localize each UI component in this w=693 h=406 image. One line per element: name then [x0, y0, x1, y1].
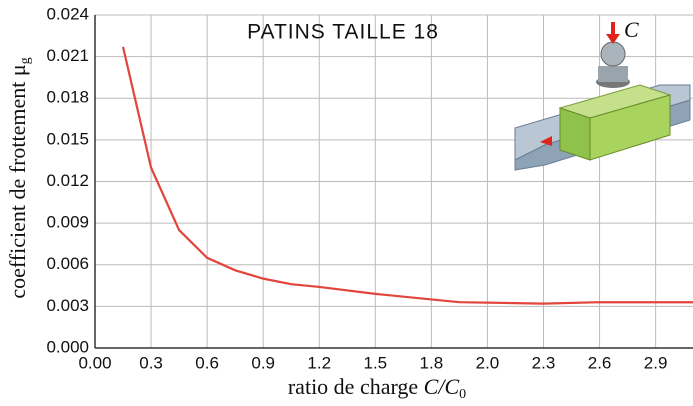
- x-axis-label-subscript: 0: [459, 387, 466, 402]
- y-tick-label: 0.006: [46, 254, 89, 273]
- y-axis-label-text: coefficient de frottement μ: [5, 64, 30, 298]
- y-axis-label-subscript: g: [18, 57, 33, 64]
- x-tick-label: 2.0: [476, 353, 500, 372]
- chart-title: PATINS TAILLE 18: [247, 21, 439, 44]
- x-axis-label: ratio de charge C/C0: [288, 374, 466, 402]
- y-tick-label: 0.024: [46, 4, 89, 23]
- illustration: C: [514, 17, 691, 171]
- x-tick-label: 1.8: [420, 353, 444, 372]
- x-tick-label: 1.5: [363, 353, 387, 372]
- x-tick-label: 1.2: [307, 353, 331, 372]
- x-tick-label: 2.9: [644, 353, 668, 372]
- y-tick-label: 0.018: [46, 88, 89, 107]
- y-axis-label: coefficient de frottement μg: [5, 57, 33, 298]
- x-axis-label-symbol: C/C: [424, 374, 460, 399]
- x-tick-label: 0.3: [139, 353, 163, 372]
- y-tick-label: 0.015: [46, 129, 89, 148]
- y-tick-label: 0.012: [46, 171, 89, 190]
- y-tick-label: 0.021: [46, 46, 89, 65]
- y-tick-label: 0.009: [46, 213, 89, 232]
- x-tick-label: 0.9: [251, 353, 275, 372]
- x-tick-label: 2.6: [588, 353, 612, 372]
- grid: [94, 14, 693, 349]
- x-axis-label-text: ratio de charge: [288, 374, 418, 399]
- x-tick-label: 2.3: [532, 353, 556, 372]
- y-tick-label: 0.003: [46, 296, 89, 315]
- x-tick-label: 0.6: [195, 353, 219, 372]
- illustration-label: C: [624, 17, 639, 42]
- x-tick-label: 0.00: [78, 353, 111, 372]
- y-tick-label: 0.000: [46, 337, 89, 356]
- data-line: [121, 46, 693, 305]
